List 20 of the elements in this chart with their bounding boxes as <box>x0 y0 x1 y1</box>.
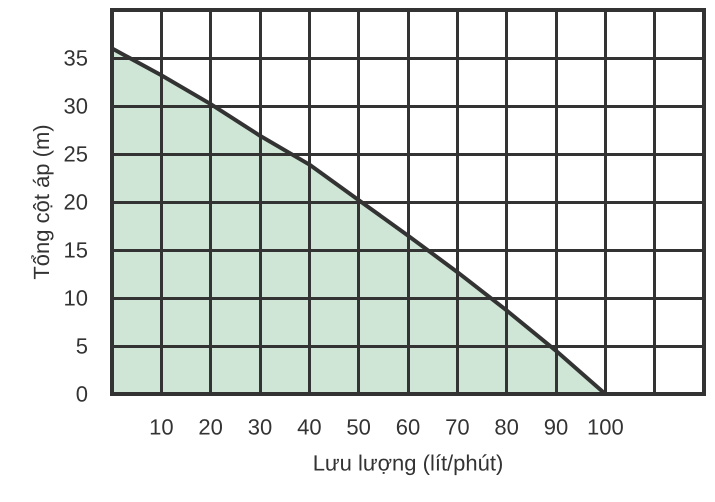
y-tick-label: 15 <box>64 238 88 262</box>
y-tick-label: 10 <box>64 286 88 310</box>
y-tick-label: 5 <box>76 334 88 358</box>
y-tick-label: 35 <box>64 46 88 70</box>
y-tick-label: 30 <box>64 94 88 118</box>
x-tick-label: 10 <box>149 414 174 440</box>
x-tick-label: 50 <box>346 414 371 440</box>
y-tick-label: 0 <box>76 382 88 406</box>
x-axis-title: Lưu lượng (lít/phút) <box>312 450 504 476</box>
y-tick-label: 20 <box>64 190 88 214</box>
y-tick-label: 25 <box>64 142 88 166</box>
x-tick-label: 20 <box>198 414 223 440</box>
x-tick-label: 100 <box>586 414 624 440</box>
x-tick-label: 70 <box>445 414 470 440</box>
x-tick-label: 90 <box>544 414 568 440</box>
x-tick-label: 30 <box>248 414 272 440</box>
x-tick-label: 40 <box>297 414 322 440</box>
x-tick-label: 80 <box>494 414 519 440</box>
x-tick-label: 60 <box>396 414 420 440</box>
y-axis-title: Tổng cột áp (m) <box>29 124 54 280</box>
